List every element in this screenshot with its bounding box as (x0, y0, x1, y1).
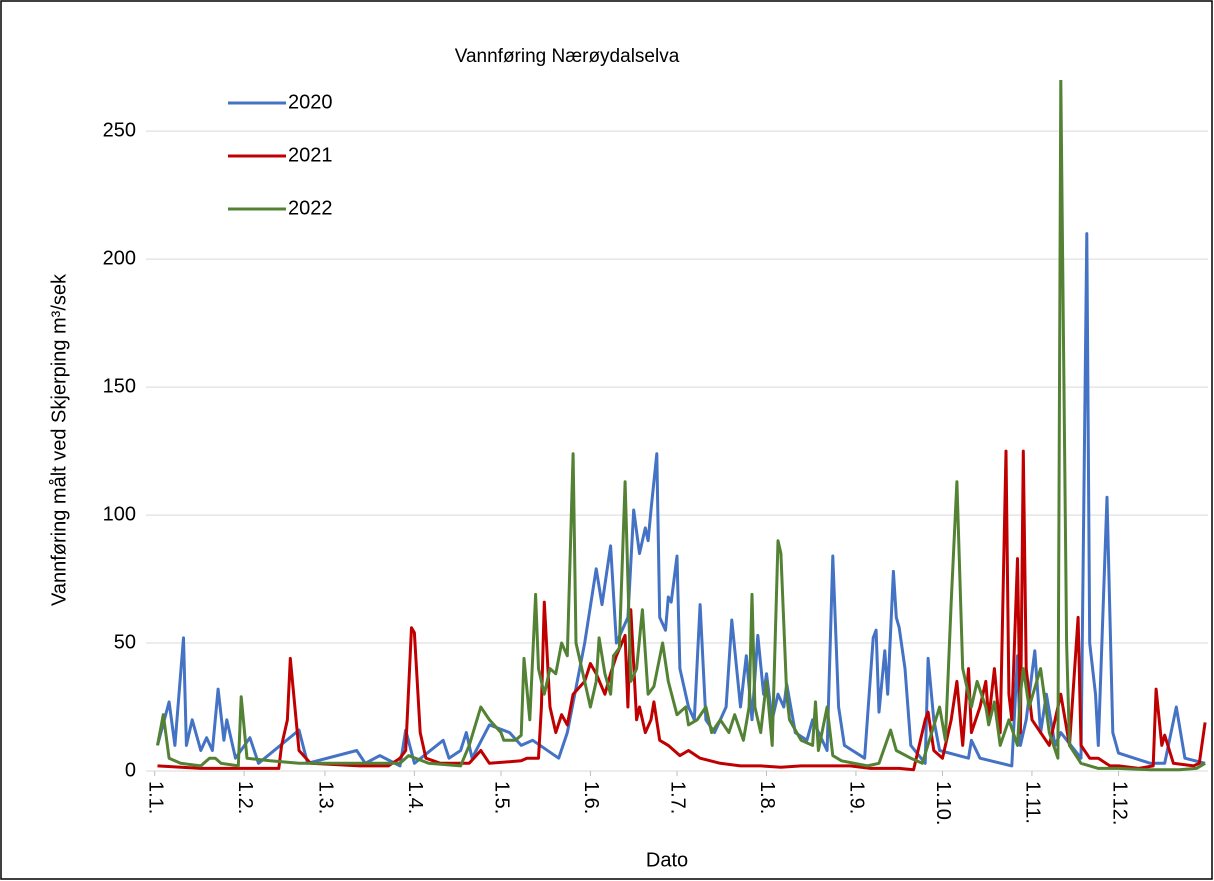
x-tick-label: 1.3. (315, 781, 337, 814)
x-tick-label: 1.10. (932, 781, 954, 825)
x-tick-label: 1.1. (144, 781, 166, 814)
x-tick-label: 1.6. (580, 781, 602, 814)
x-tick-label: 1.9. (846, 781, 868, 814)
x-tick-label: 1.2. (234, 781, 256, 814)
y-tick-label: 150 (103, 375, 136, 397)
x-tick-label: 1.4. (404, 781, 426, 814)
x-tick-label: 1.8. (756, 781, 778, 814)
y-tick-label: 0 (125, 759, 136, 781)
y-axis-title: Vannføring målt ved Skjerping m³/sek (48, 273, 70, 606)
x-tick-label: 1.7. (667, 781, 689, 814)
x-tick-label: 1.12. (1108, 781, 1130, 825)
series-line (157, 449, 1207, 772)
x-tick-label: 1.11. (1022, 781, 1044, 824)
chart-title: Vannføring Nærøydalselva (455, 46, 680, 67)
x-axis-title: Dato (646, 849, 688, 871)
legend-label: 2021 (288, 144, 333, 166)
series-line (156, 80, 1206, 772)
legend-label: 2022 (288, 197, 333, 219)
y-tick-label: 250 (103, 119, 136, 141)
y-tick-label: 50 (114, 631, 136, 653)
x-tick-label: 1.5. (491, 781, 513, 814)
y-tick-label: 100 (103, 503, 136, 525)
legend-label: 2020 (288, 91, 333, 113)
y-tick-label: 200 (103, 247, 136, 269)
